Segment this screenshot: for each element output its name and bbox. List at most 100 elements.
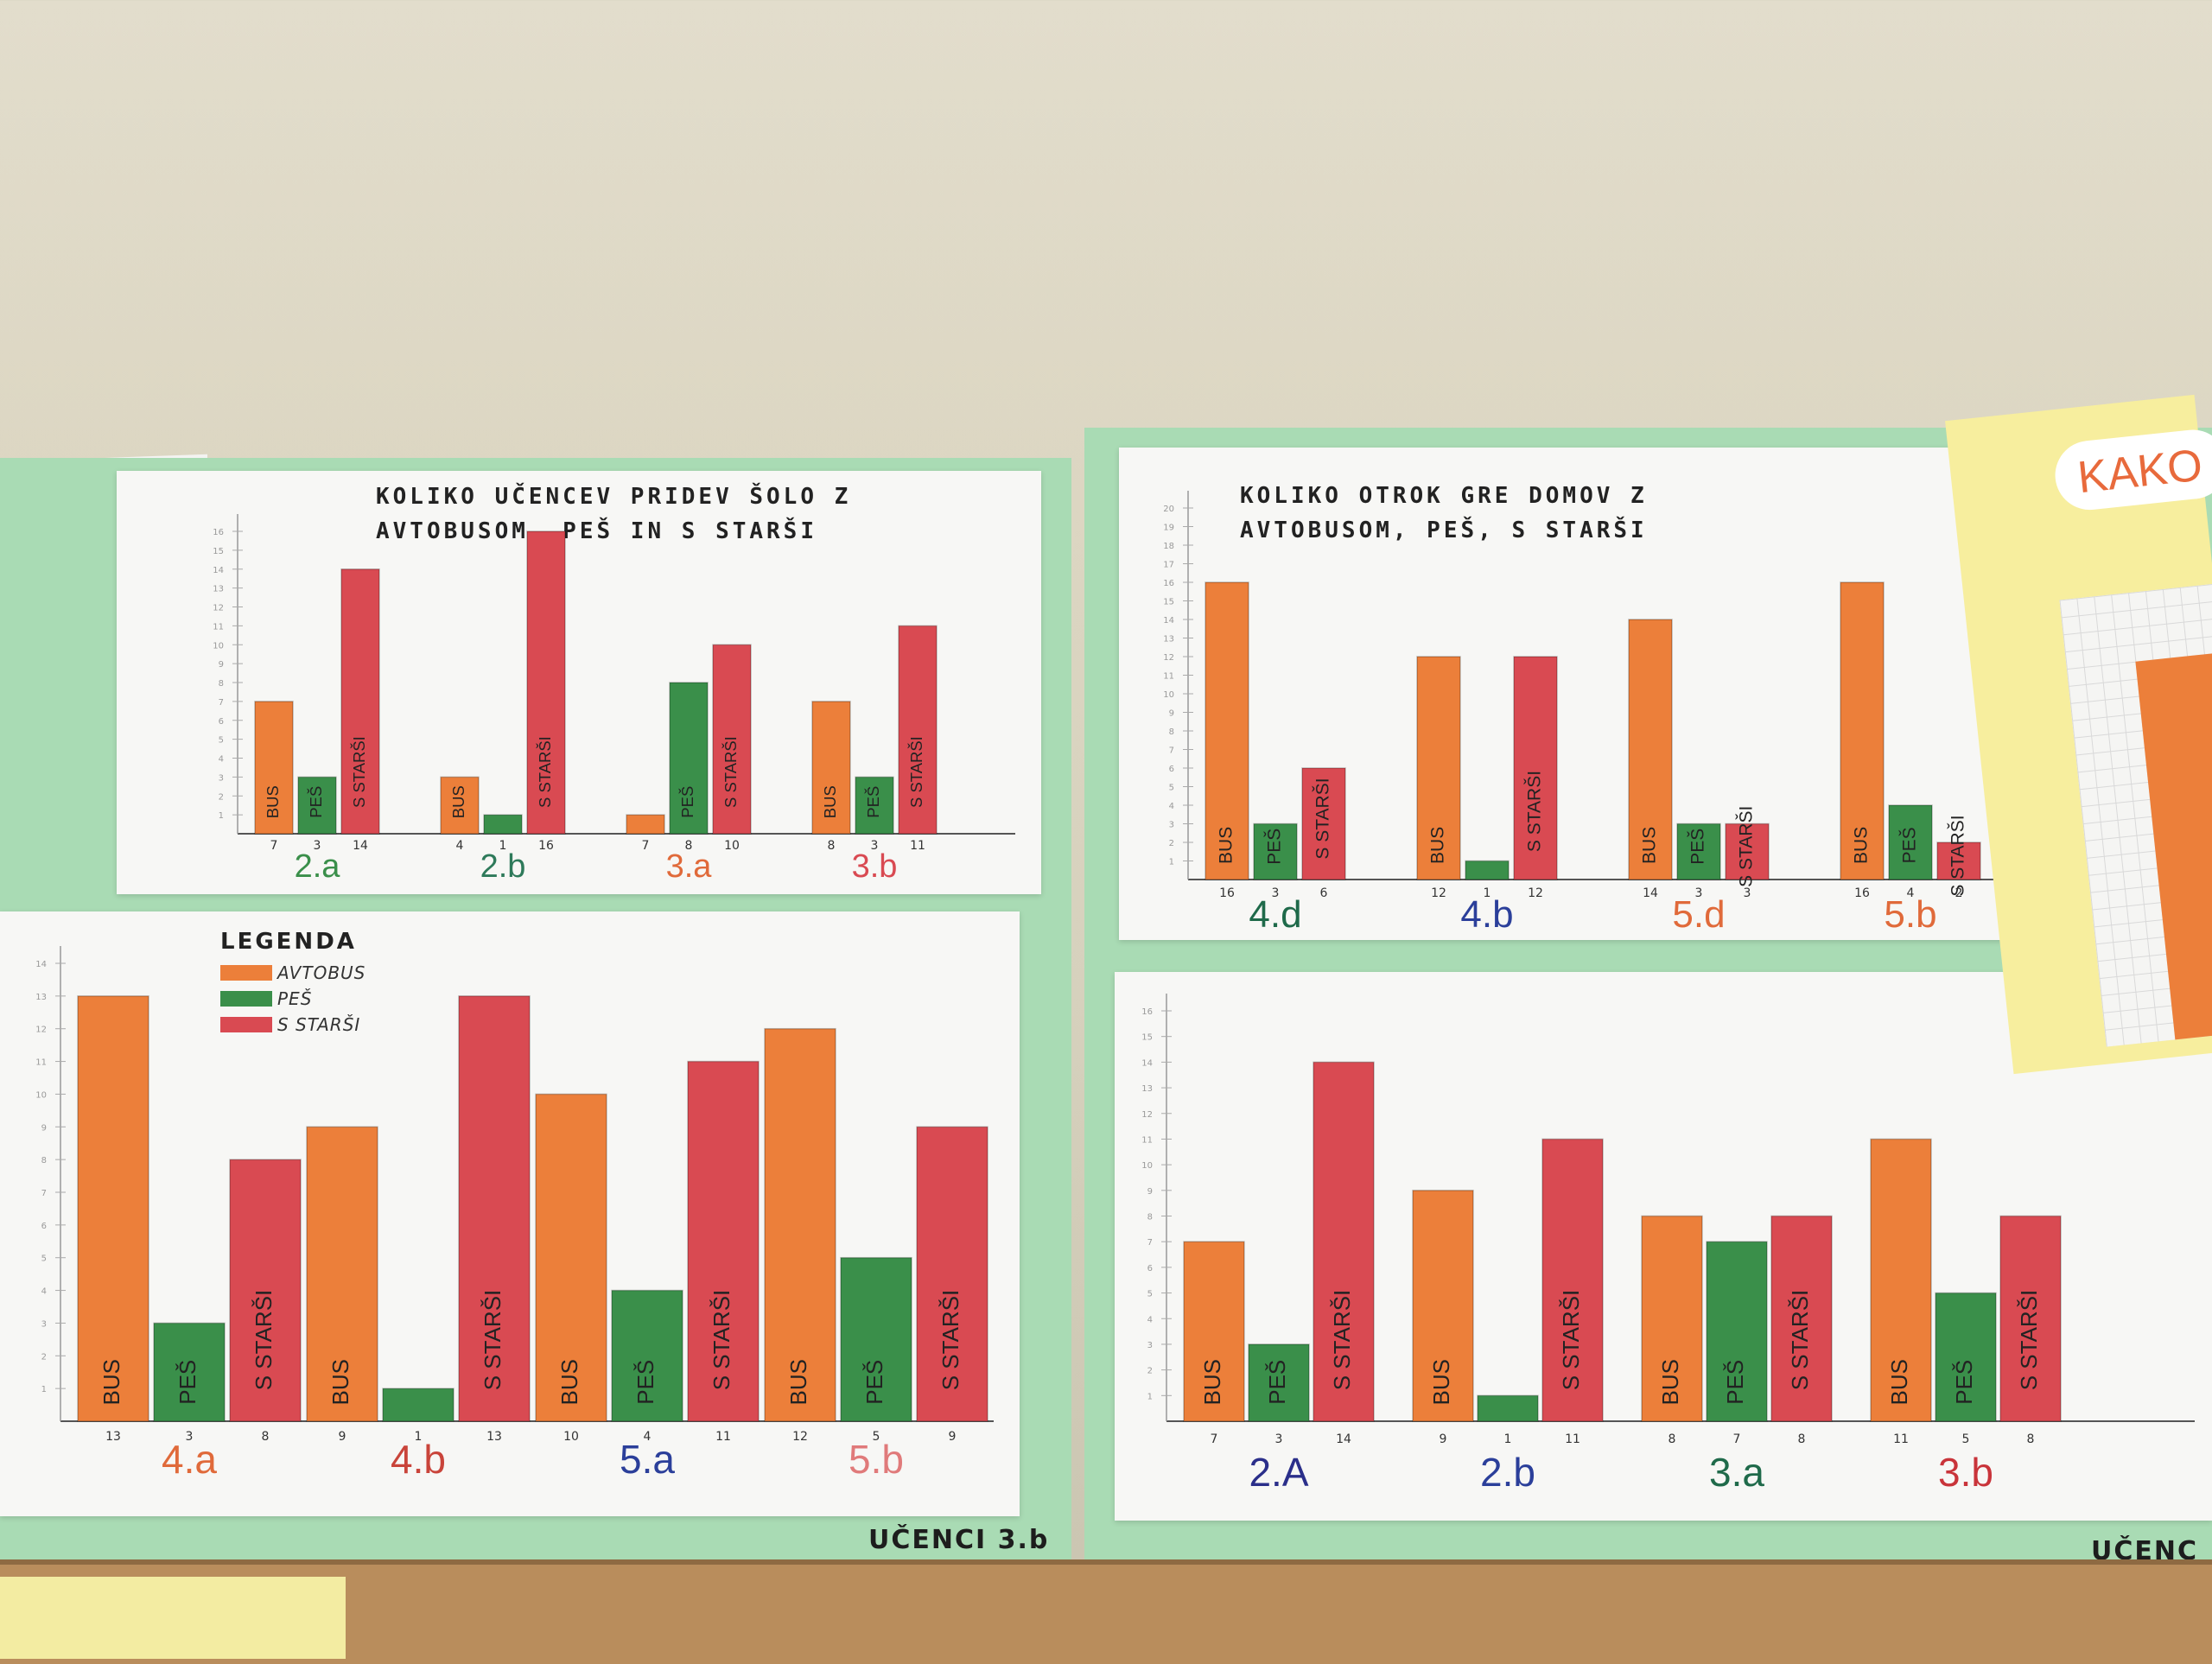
legend-title: LEGENDA — [220, 929, 357, 955]
y-tick-label: 12 — [213, 604, 224, 613]
y-tick-label: 16 — [1163, 579, 1174, 588]
bar-pes — [840, 1256, 912, 1422]
y-tick-label: 8 — [1147, 1213, 1153, 1223]
y-tick-label: 13 — [213, 585, 224, 594]
bar-starsi — [1313, 1061, 1375, 1422]
bar-starsi — [1513, 656, 1558, 880]
value-label: 5 — [1962, 1432, 1970, 1446]
value-label: 11 — [715, 1430, 731, 1444]
category-label: 2.b — [1480, 1450, 1535, 1495]
y-tick-label: 2 — [1147, 1367, 1153, 1376]
bar-label: S STARŠI — [251, 1290, 276, 1391]
value-label: 3 — [1695, 886, 1703, 900]
value-label: 1 — [1504, 1432, 1512, 1446]
bar-pes — [1248, 1343, 1310, 1422]
bar-starsi — [712, 644, 752, 835]
bar-bus — [626, 814, 665, 835]
y-tick-label: 12 — [35, 1026, 47, 1035]
bar-label: S STARŠI — [2016, 1290, 2042, 1391]
y-tick-label: 5 — [219, 736, 224, 746]
value-label: 1 — [415, 1430, 423, 1444]
bar-label: BUS — [1640, 827, 1660, 864]
bar-label: BUS — [1428, 827, 1448, 864]
legend-swatch — [220, 991, 272, 1007]
chart-sheet-1: KOLIKO UČENCEV PRIDEV ŠOLO Z AVTOBUSOM, … — [117, 471, 1041, 894]
y-tick-label: 9 — [1147, 1187, 1153, 1197]
bar-label: BUS — [556, 1359, 582, 1405]
bar-bus — [535, 1093, 607, 1422]
category-label: 4.d — [1249, 893, 1301, 936]
bar-label: PEŠ — [1264, 1360, 1290, 1405]
chart-bar — [2135, 651, 2212, 1040]
bar-label: BUS — [1199, 1359, 1225, 1405]
bar-starsi — [898, 625, 938, 835]
bar-pes — [1253, 822, 1298, 880]
bar-label: PEŠ — [678, 786, 696, 818]
y-tick-label: 11 — [213, 622, 224, 632]
title-badge: KAKO — [2051, 426, 2212, 514]
y-tick-label: 17 — [1163, 561, 1174, 570]
y-tick-label: 12 — [1141, 1110, 1153, 1120]
wooden-ledge — [0, 1559, 2212, 1664]
bar-starsi — [916, 1126, 988, 1422]
y-tick-label: 5 — [1169, 784, 1174, 793]
value-label: 7 — [1733, 1432, 1741, 1446]
y-tick-label: 3 — [219, 773, 224, 783]
y-tick-label: 5 — [1147, 1290, 1153, 1299]
poster-signature-left: UČENCI 3.b — [868, 1525, 1050, 1555]
value-label: 16 — [1219, 886, 1235, 900]
value-label: 4 — [644, 1430, 652, 1444]
y-tick-label: 16 — [213, 528, 224, 537]
bar-label: S STARŠI — [1787, 1290, 1813, 1391]
bar-bus — [1183, 1241, 1245, 1422]
bar-pes — [1676, 822, 1721, 880]
bar-starsi — [229, 1159, 302, 1422]
bar-bus — [1628, 619, 1673, 880]
category-label: 4.b — [391, 1437, 446, 1482]
category-label: 2.A — [1249, 1450, 1308, 1495]
value-label: 12 — [1431, 886, 1446, 900]
y-tick-label: 8 — [219, 679, 224, 689]
y-tick-label: 2 — [41, 1352, 47, 1362]
chart-title: KOLIKO UČENCEV PRIDEV ŠOLO Z AVTOBUSOM, … — [376, 484, 852, 544]
y-tick-label: 3 — [1169, 821, 1174, 830]
y-tick-label: 5 — [41, 1254, 47, 1264]
value-label: 8 — [828, 839, 836, 853]
bar-bus — [1416, 656, 1461, 880]
bar-label: S STARŠI — [1558, 1290, 1584, 1391]
value-label: 7 — [1211, 1432, 1218, 1446]
value-label: 12 — [1528, 886, 1543, 900]
bar-pes — [855, 776, 894, 835]
value-label: 6 — [1320, 886, 1328, 900]
bar-label: BUS — [1428, 1359, 1454, 1405]
y-tick-label: 16 — [1141, 1007, 1153, 1017]
bar-starsi — [1999, 1215, 2062, 1422]
y-tick-label: 14 — [1163, 616, 1174, 626]
bar-bus — [306, 1126, 378, 1422]
y-tick-label: 1 — [1147, 1392, 1153, 1401]
y-tick-label: 6 — [1147, 1264, 1153, 1273]
y-tick-label: 7 — [41, 1189, 47, 1198]
bar-pes — [611, 1289, 683, 1422]
value-label: 8 — [685, 839, 693, 853]
category-label: 5.b — [849, 1437, 904, 1482]
y-tick-label: 11 — [1163, 672, 1174, 682]
bar-label: BUS — [1886, 1359, 1912, 1405]
y-tick-label: 20 — [1163, 505, 1174, 514]
bar-starsi — [687, 1060, 760, 1422]
bar-pes — [483, 814, 523, 835]
value-label: 1 — [1484, 886, 1491, 900]
y-tick-label: 6 — [219, 717, 224, 727]
y-tick-label: 3 — [41, 1319, 47, 1329]
legend-swatch — [220, 1017, 272, 1032]
value-label: 12 — [792, 1430, 808, 1444]
y-tick-label: 14 — [35, 960, 47, 969]
bar-label: S STARŠI — [1737, 806, 1757, 887]
bar-starsi — [1725, 822, 1770, 880]
bar-starsi — [340, 568, 380, 835]
category-label: 3.b — [1938, 1450, 1993, 1495]
y-tick-label: 10 — [35, 1090, 47, 1100]
y-tick-label: 1 — [1169, 858, 1174, 867]
value-label: 4 — [1907, 886, 1915, 900]
bar-label: S STARŠI — [1329, 1290, 1355, 1391]
